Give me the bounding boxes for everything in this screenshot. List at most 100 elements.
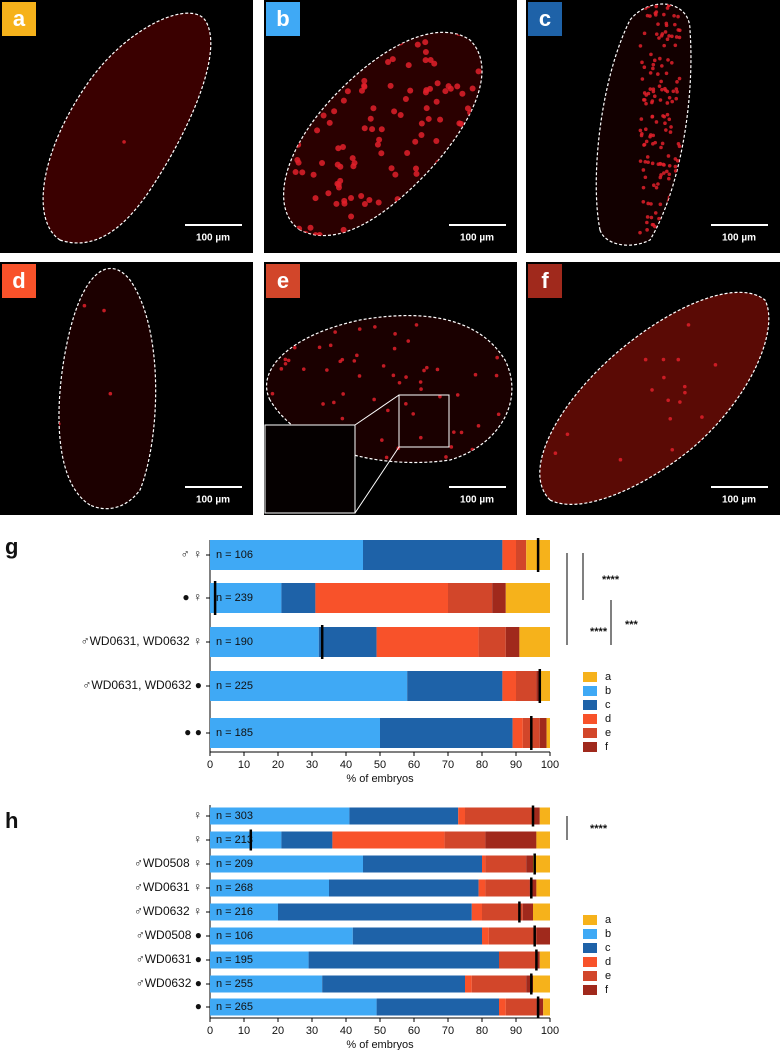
scale-label: 100 µm	[722, 495, 756, 506]
nucleus	[659, 145, 663, 150]
significance: ****	[590, 626, 608, 638]
nucleus	[673, 22, 677, 27]
nucleus	[653, 211, 658, 215]
nucleus	[286, 358, 291, 363]
nucleus	[676, 357, 681, 362]
n-label: n = 265	[216, 1001, 253, 1013]
panel-label-box	[266, 2, 300, 36]
nucleus	[665, 89, 670, 94]
row-label: ♂WD0632 ●	[136, 976, 202, 990]
significance: ****	[590, 823, 608, 835]
bar-segment	[210, 903, 278, 921]
bar-segment	[363, 540, 503, 570]
x-tick-label: 60	[408, 1025, 420, 1037]
nucleus	[391, 373, 396, 378]
nucleus	[648, 87, 653, 91]
nucleus	[435, 367, 440, 372]
nucleus	[425, 115, 432, 122]
bar-segment	[482, 927, 489, 945]
bar-segment	[322, 975, 465, 993]
n-label: n = 213	[216, 834, 253, 846]
bar-segment	[533, 807, 540, 825]
nucleus	[404, 402, 408, 406]
panel-label: c	[539, 6, 551, 31]
nucleus	[319, 159, 326, 166]
nucleus	[406, 339, 411, 343]
nucleus	[411, 412, 416, 416]
nucleus	[652, 183, 656, 187]
nucleus	[638, 128, 643, 133]
nucleus	[445, 83, 452, 90]
nucleus	[378, 126, 385, 133]
bar-segment	[210, 951, 309, 969]
nucleus	[307, 224, 314, 231]
nucleus	[661, 357, 666, 362]
nucleus	[355, 353, 359, 358]
nucleus	[357, 327, 362, 331]
panel-label-box	[528, 264, 562, 298]
nucleus	[418, 380, 423, 384]
nucleus	[374, 141, 381, 148]
legend-label: a	[605, 671, 612, 683]
nucleus	[565, 432, 570, 437]
bar-segment	[210, 831, 282, 849]
nucleus	[646, 201, 650, 206]
bar-segment	[526, 855, 533, 873]
bar-segment	[516, 540, 527, 570]
nucleus	[301, 367, 306, 371]
nucleus	[335, 145, 342, 152]
nucleus	[455, 393, 460, 397]
nucleus	[108, 391, 113, 396]
x-tick-label: 0	[207, 1025, 213, 1037]
nucleus	[422, 57, 429, 64]
nucleus	[434, 80, 441, 87]
bar-segment	[539, 951, 550, 969]
nucleus	[412, 138, 419, 145]
nucleus	[644, 127, 648, 132]
nucleus	[642, 91, 647, 95]
nucleus	[654, 4, 658, 9]
nucleus	[645, 215, 650, 219]
nucleus	[299, 169, 306, 176]
nucleus	[456, 120, 463, 127]
nucleus	[292, 169, 299, 176]
nucleus	[646, 91, 651, 96]
row-label: ● ●	[184, 725, 202, 739]
bar-segment	[444, 831, 486, 849]
panel-label-box	[528, 2, 562, 36]
nucleus	[667, 176, 671, 181]
nucleus	[642, 65, 647, 70]
bar-segment	[505, 998, 537, 1016]
nucleus	[644, 139, 649, 144]
inset	[264, 424, 356, 514]
bar-segment	[482, 903, 523, 921]
nucleus	[674, 87, 679, 91]
nucleus	[651, 62, 656, 67]
nucleus	[372, 397, 376, 402]
nucleus	[384, 455, 389, 460]
nucleus	[328, 343, 333, 348]
nucleus	[653, 140, 658, 145]
bar-segment	[210, 998, 377, 1016]
nucleus	[664, 71, 669, 76]
nucleus	[496, 412, 501, 417]
nucleus	[341, 197, 348, 204]
nucleus	[650, 388, 654, 392]
nucleus	[473, 372, 478, 377]
nucleus	[419, 387, 423, 391]
x-tick-label: 0	[207, 759, 213, 771]
bar-segment	[533, 903, 550, 921]
n-label: n = 185	[216, 727, 253, 739]
nucleus	[438, 394, 442, 399]
nucleus	[332, 400, 336, 405]
row-label: ●	[195, 999, 202, 1013]
x-tick-label: 10	[238, 759, 250, 771]
micrograph: c 100 µm	[526, 0, 780, 253]
nucleus	[422, 89, 429, 96]
x-axis-label: % of embryos	[346, 1039, 414, 1050]
nucleus	[340, 416, 345, 421]
panel-label-box	[2, 2, 36, 36]
n-label: n = 268	[216, 882, 253, 894]
x-tick-label: 70	[442, 1025, 454, 1037]
bar-segment	[308, 951, 499, 969]
